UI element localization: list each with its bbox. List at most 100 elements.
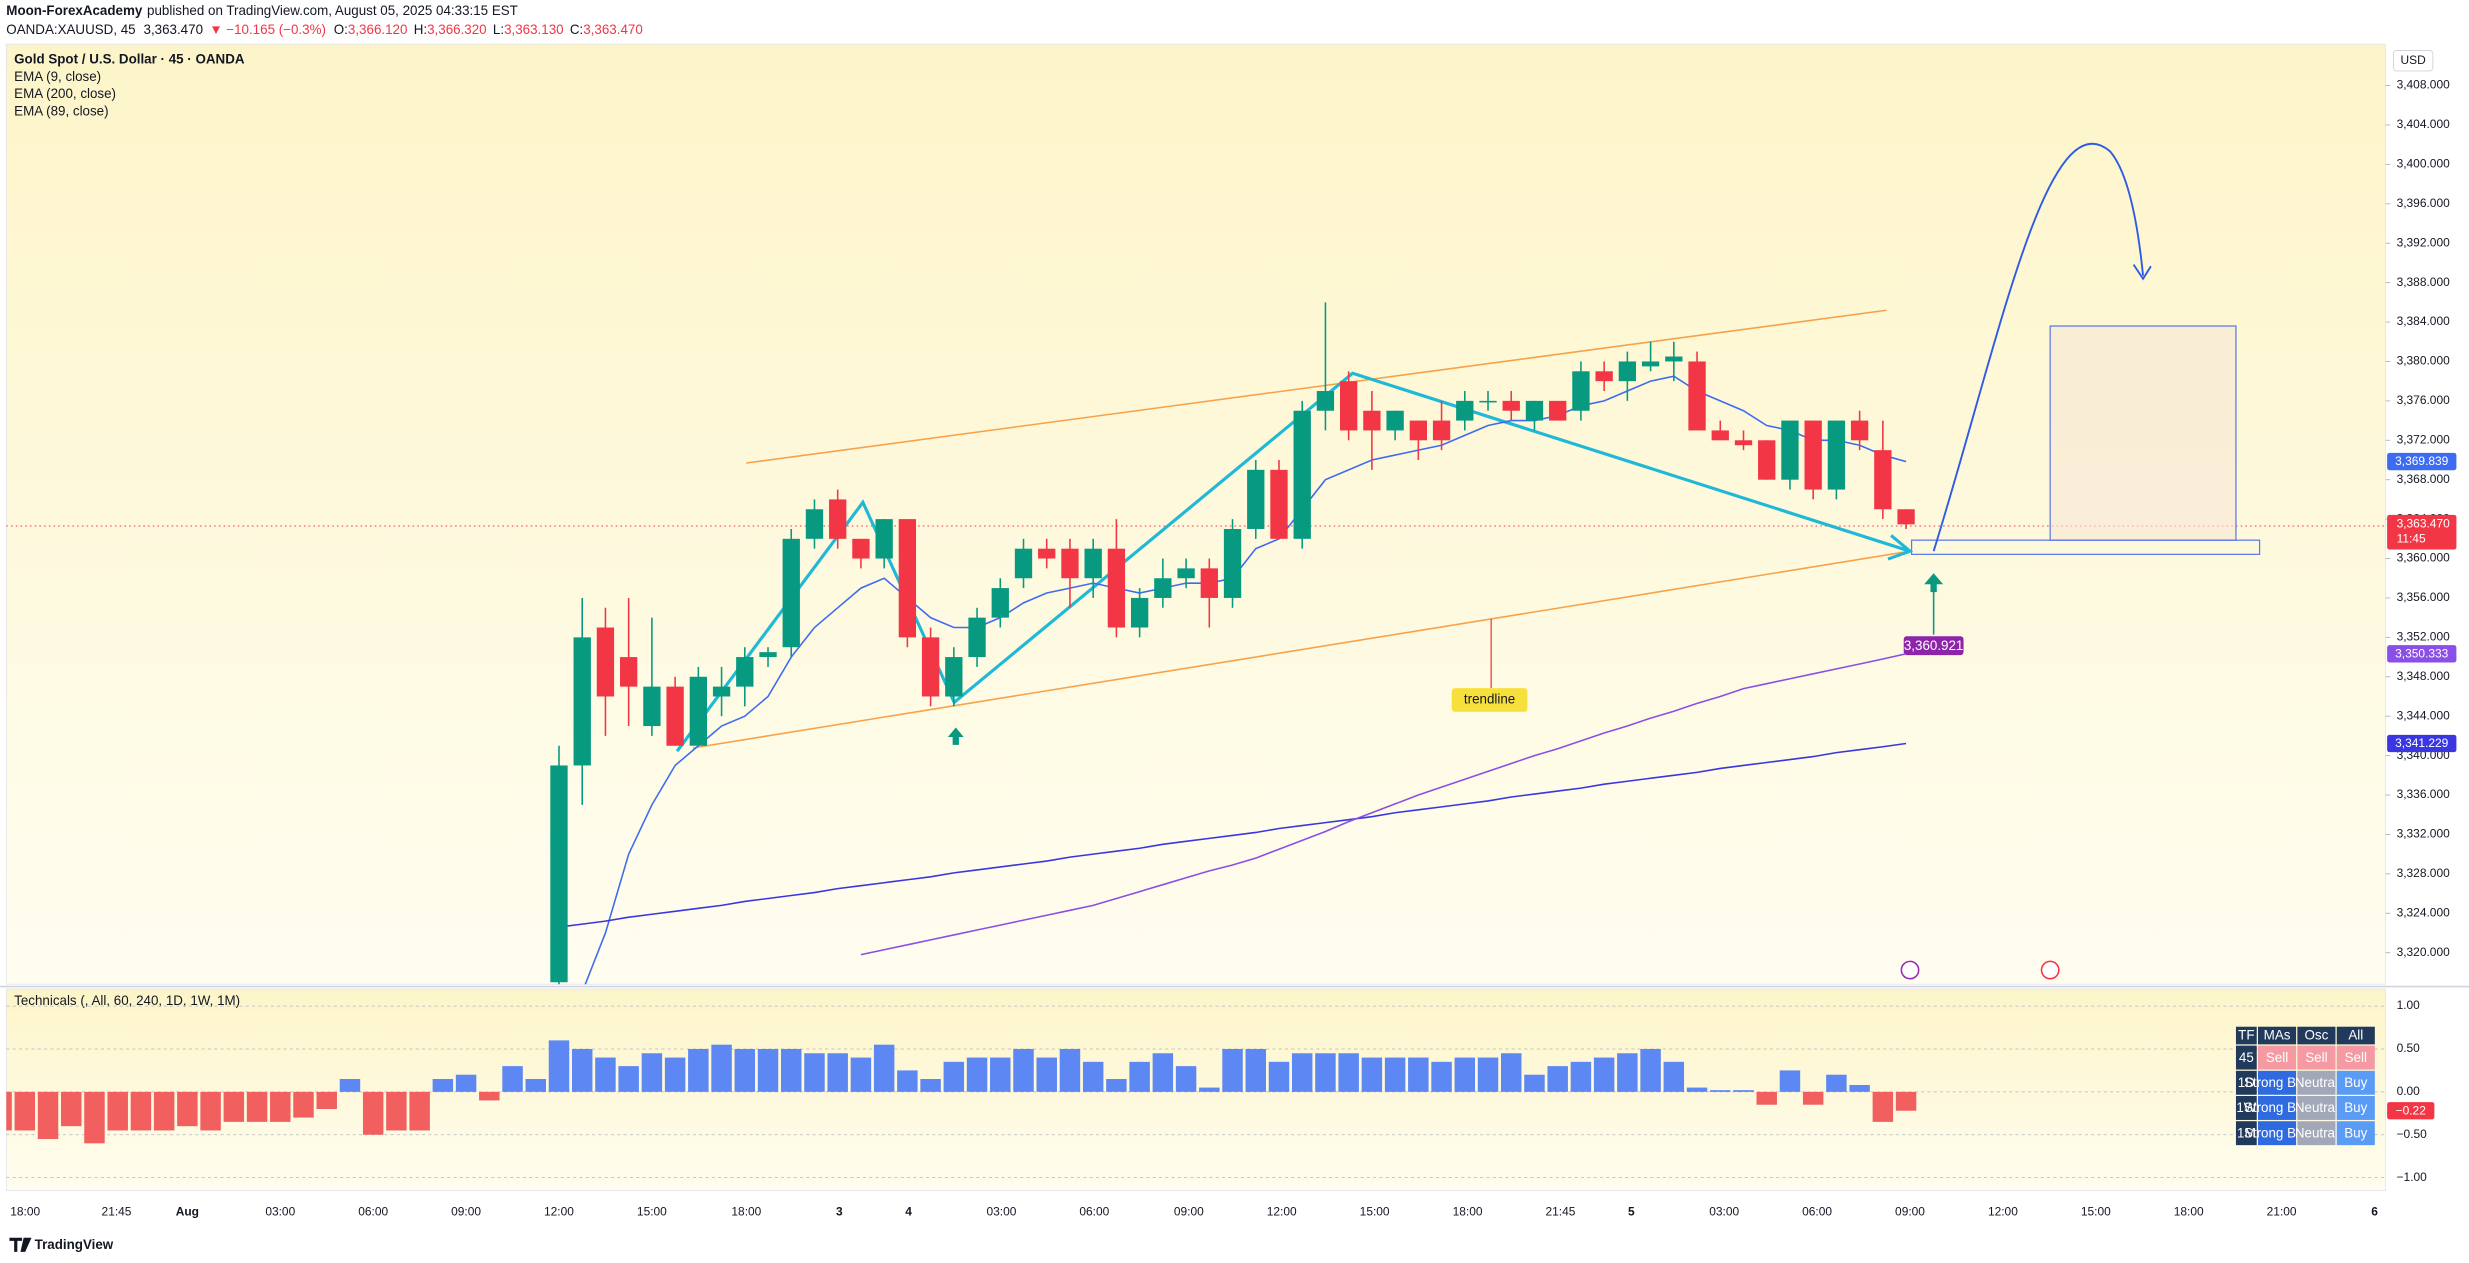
histogram-bar [618,1066,639,1092]
y-tick-label: 3,356.000 [2397,590,2451,604]
histogram-bar [1059,1048,1081,1092]
ema-line [584,375,1907,985]
histogram-bar [1826,1074,1847,1092]
histogram-bar [1361,1057,1383,1092]
candle-body [550,765,568,983]
histogram-bar [641,1053,663,1092]
candle-body [968,617,986,658]
histogram-bar [1245,1048,1266,1092]
table-cell [2235,1070,2257,1095]
table-cell-text: Buy [2344,1075,2367,1090]
x-tick-label: 18:00 [10,1205,40,1219]
up-arrow [947,727,964,745]
histogram-bar [1268,1061,1290,1092]
candle-body [1038,548,1056,559]
high-value: 3,366.320 [427,22,487,37]
table-cell-text: Sell [2305,1050,2327,1065]
y-tick-label: 3,408.000 [2397,78,2451,92]
candle-body [1502,400,1520,411]
table-cell [2297,1096,2336,1120]
x-tick-label: 15:00 [637,1205,667,1219]
histogram-bar [293,1091,314,1118]
histogram-bar [1338,1053,1359,1092]
histogram-bar [84,1091,105,1144]
y-tick-label: 3,352.000 [2397,630,2451,644]
currency-button[interactable] [2392,49,2434,72]
table-cell [2235,1096,2257,1120]
histogram-bar [1640,1048,1661,1092]
x-tick-label: 03:00 [265,1205,295,1219]
histogram-bar [920,1078,941,1092]
histogram-bar [362,1091,384,1135]
table-cell-text: Neutral [2295,1125,2338,1140]
histogram-bar [14,1091,36,1131]
histogram-bar [1617,1053,1638,1092]
currency[interactable]: USD [2400,53,2426,67]
histogram-bar [1756,1091,1777,1105]
y-tick-label: 0.50 [2397,1041,2421,1055]
low-value: 3,363.130 [504,22,564,37]
candle-body [1618,361,1637,382]
histogram-bar [1477,1057,1499,1092]
value-label-box [2387,1102,2435,1120]
candle-body [1363,410,1381,431]
histogram-bar [1686,1087,1708,1092]
table-cell [2297,1121,2336,1146]
candle-body [759,652,777,658]
histogram-bar [1733,1090,1754,1092]
histogram-bar [1710,1090,1731,1092]
histogram-bar [1895,1091,1917,1111]
x-tick-label: 6 [2371,1205,2378,1219]
event-icon[interactable] [1900,960,1920,980]
header-line-2: OANDA:XAUUSD, 45 3,363.470 ▼ −10.165 (−0.3… [6,22,642,37]
histogram-bar [37,1091,59,1140]
table-cell [2258,1096,2297,1120]
y-tick-label: 3,320.000 [2397,945,2451,959]
candle-body [805,509,824,539]
histogram-bar [1222,1048,1243,1092]
candle-body [1014,548,1033,579]
histogram-bar [502,1066,523,1092]
x-tick-label: 06:00 [358,1205,388,1219]
projection-curve [1932,142,2144,552]
candle-body [1479,400,1497,403]
event-icon[interactable] [2040,960,2060,980]
value-label: −0.22 [2396,1103,2427,1117]
table-cell-text: 1W [2236,1100,2256,1115]
histogram-bar [850,1057,872,1092]
entry-zone [1910,539,2261,555]
candle-body [1130,597,1149,628]
table-cell [2336,1026,2375,1045]
candle-body [1223,528,1242,598]
candle-body [1177,568,1195,579]
candle-body [1641,361,1660,367]
y-tick-label: 3,336.000 [2397,787,2451,801]
table-cell [2258,1121,2297,1146]
last-price-box [2387,514,2457,550]
histogram-bar [1501,1053,1522,1092]
candle-body [1154,578,1172,598]
ema-line [860,653,1907,956]
histogram-bar [757,1048,779,1092]
candle-body [712,686,731,697]
x-tick-label: 06:00 [1079,1205,1109,1219]
table-cell [2258,1026,2297,1045]
table-cell [2297,1070,2336,1095]
histogram-bar [711,1044,732,1092]
published-note: published on TradingView.com, August 05,… [147,3,518,18]
candle-body [852,538,870,559]
candle-body [1734,440,1753,446]
y-tick-label: 3,404.000 [2397,117,2451,131]
table-cell-text: Buy [2344,1125,2367,1140]
candle-body [829,499,847,539]
y-tick-label: 3,396.000 [2397,196,2451,210]
last-price: 3,363.470 [144,22,204,37]
histogram-bar [409,1091,430,1131]
table-cell [2258,1070,2297,1095]
candle-body [898,519,917,638]
histogram-bar [479,1091,500,1101]
table-cell-text: 45 [2239,1050,2254,1065]
table-cell-text: TF [2238,1028,2254,1043]
candle-body [643,686,661,727]
table-cell [2336,1121,2375,1146]
